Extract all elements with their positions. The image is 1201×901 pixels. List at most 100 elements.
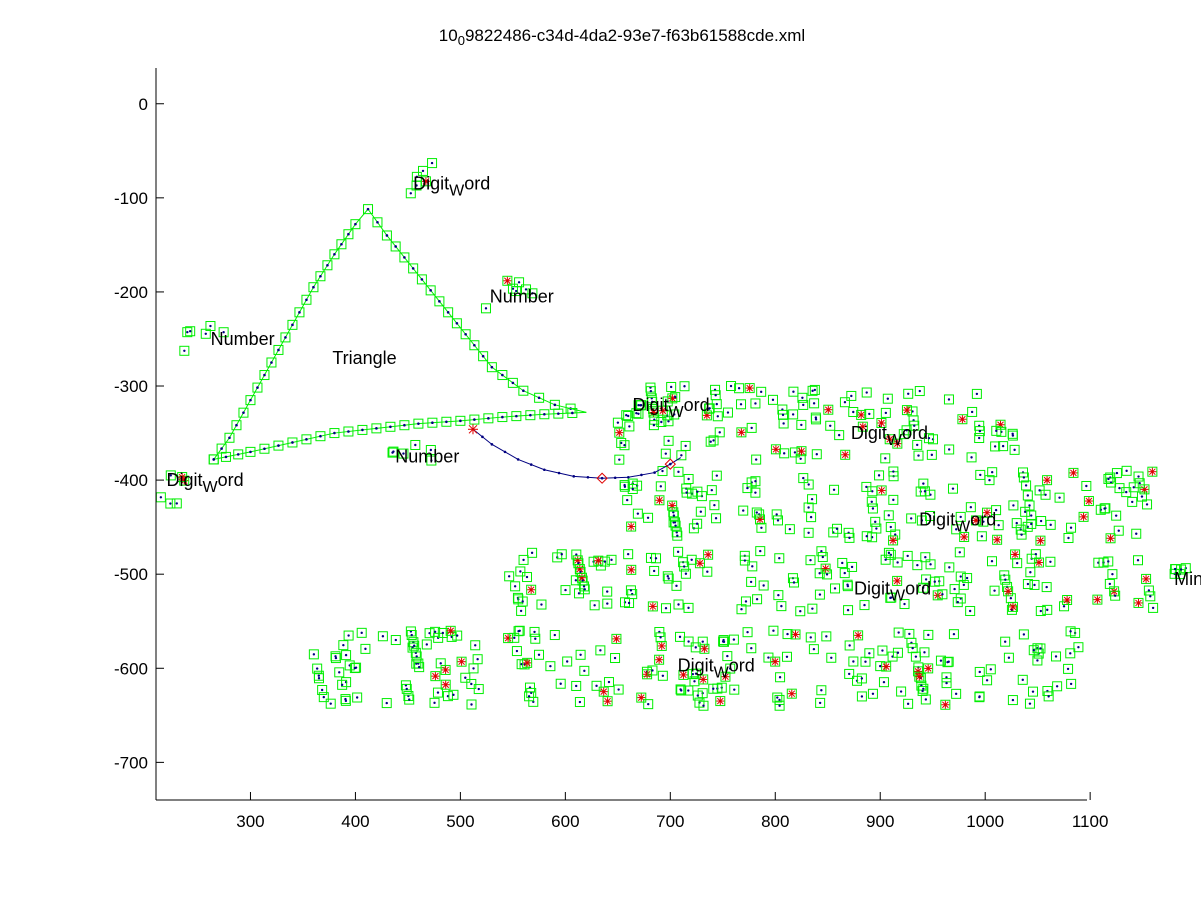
ink-point xyxy=(625,413,628,417)
ink-star-marker xyxy=(178,473,187,482)
ink-point xyxy=(1131,500,1134,504)
ink-box-marker xyxy=(867,503,878,514)
stroke-box-marker xyxy=(413,418,424,429)
ink-point xyxy=(918,389,921,393)
ink-point xyxy=(906,554,909,558)
ink-point xyxy=(628,425,631,428)
star-stroke xyxy=(893,577,901,585)
y-tick-label: -100 xyxy=(114,189,148,208)
ink-point xyxy=(905,429,908,432)
ink-box-marker xyxy=(948,629,959,640)
stroke-point xyxy=(543,468,546,472)
ink-point xyxy=(425,643,428,646)
ink-box-marker xyxy=(670,520,681,531)
ink-point xyxy=(821,555,825,559)
ink-point xyxy=(579,653,582,657)
ink-box-marker xyxy=(651,553,662,564)
stroke-box-marker xyxy=(350,219,361,230)
ink-point xyxy=(647,702,650,706)
ink-star-marker xyxy=(857,410,866,419)
ink-point xyxy=(1013,448,1016,452)
ink-point xyxy=(159,496,163,499)
ink-point xyxy=(682,565,686,568)
ink-box-marker xyxy=(676,685,687,696)
ink-box-marker xyxy=(404,694,415,705)
ink-point xyxy=(809,515,813,519)
ink-box-marker xyxy=(796,419,807,430)
ink-box-marker xyxy=(772,515,783,526)
ink-box-marker xyxy=(663,416,674,427)
ink-point xyxy=(1069,682,1073,686)
ink-point xyxy=(623,485,627,488)
ink-point xyxy=(1132,486,1135,489)
star-stroke xyxy=(468,424,478,434)
ink-star-marker xyxy=(603,697,612,706)
ink-box-marker xyxy=(890,529,901,540)
ink-box-marker xyxy=(1043,691,1054,702)
ink-box-marker xyxy=(442,691,453,702)
ink-point xyxy=(1022,476,1026,479)
ink-box-marker xyxy=(809,398,820,409)
ink-point xyxy=(939,659,943,662)
ink-point xyxy=(702,704,705,707)
ink-point xyxy=(776,519,780,522)
star-stroke xyxy=(649,603,657,610)
ink-point xyxy=(515,649,519,653)
ink-point xyxy=(675,584,678,588)
ink-box-marker xyxy=(746,576,757,587)
annotation-main: Digit xyxy=(851,423,887,443)
ink-point xyxy=(1125,469,1128,473)
ink-box-marker xyxy=(692,690,703,701)
ink-box-marker xyxy=(1016,529,1027,540)
ink-star-marker xyxy=(627,565,636,574)
ink-point xyxy=(652,569,656,573)
ink-box-marker xyxy=(466,699,477,710)
ink-star-marker xyxy=(914,667,923,676)
ink-box-marker xyxy=(614,454,625,465)
ink-box-marker xyxy=(595,645,606,656)
stroke-box-marker xyxy=(425,285,436,296)
ink-box-marker xyxy=(907,643,918,654)
ink-box-marker xyxy=(406,630,417,641)
ink-box-marker xyxy=(736,427,747,438)
ink-point xyxy=(696,694,699,697)
annotation-sub: W xyxy=(714,664,730,681)
ink-box-marker xyxy=(1106,477,1117,488)
annotation-label: DigitWord xyxy=(166,470,243,496)
ink-star-marker xyxy=(958,415,967,424)
star-stroke xyxy=(1141,486,1148,493)
ink-point xyxy=(733,688,736,691)
ink-point xyxy=(1015,561,1019,565)
ink-box-marker xyxy=(1042,604,1053,615)
stroke-box-marker xyxy=(231,420,242,431)
ink-box-marker xyxy=(962,573,973,584)
ink-point xyxy=(746,486,749,490)
ink-box-marker xyxy=(775,672,786,683)
star-stroke xyxy=(1107,534,1114,542)
ink-point xyxy=(945,676,948,679)
ink-box-marker xyxy=(778,409,789,420)
ink-box-marker xyxy=(1143,585,1154,596)
ink-point xyxy=(962,583,966,587)
annotation-main: Digit xyxy=(633,395,669,415)
ink-star-marker xyxy=(655,655,664,664)
ink-box-marker xyxy=(1113,525,1124,536)
ink-box-marker xyxy=(411,651,422,662)
ink-box-marker xyxy=(923,629,934,640)
ink-box-marker xyxy=(312,663,323,674)
stroke-box-marker xyxy=(525,410,536,421)
ink-point xyxy=(767,656,770,659)
stroke-box-marker xyxy=(287,437,298,448)
ink-box-marker xyxy=(722,407,733,418)
ink-box-marker xyxy=(680,568,691,579)
ink-box-marker xyxy=(789,447,800,458)
ink-box-marker xyxy=(1104,578,1115,589)
star-stroke xyxy=(772,445,780,453)
ink-point xyxy=(927,436,931,440)
ink-box-marker xyxy=(971,388,982,399)
ink-box-marker xyxy=(473,684,484,695)
ink-box-marker xyxy=(1036,516,1047,527)
ink-box-marker xyxy=(715,696,726,707)
stroke-point xyxy=(653,471,656,474)
